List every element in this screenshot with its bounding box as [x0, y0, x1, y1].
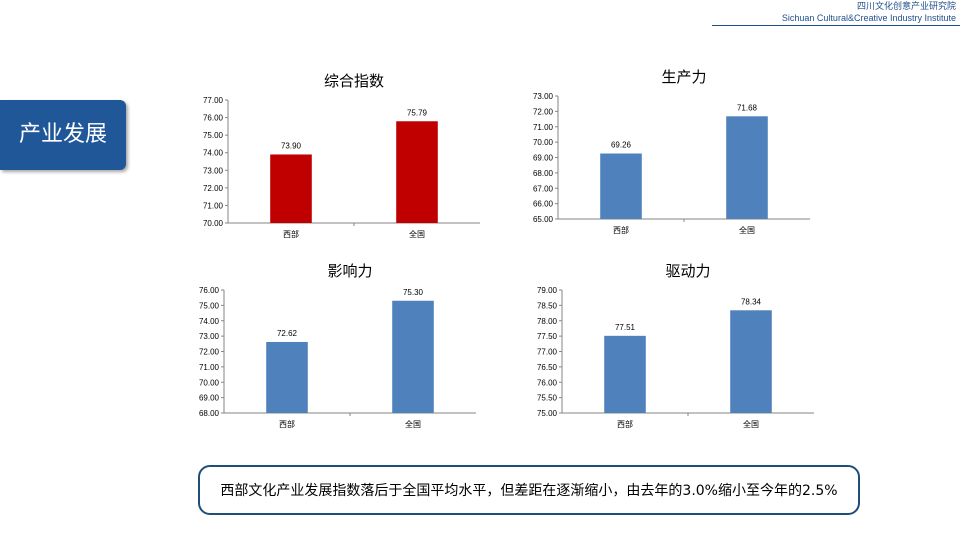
data-label: 78.34: [741, 297, 762, 306]
y-tick-label: 71.00: [199, 363, 220, 372]
x-tick-label: 全国: [739, 225, 755, 235]
bar: [600, 153, 642, 219]
data-label: 75.30: [403, 288, 424, 297]
bar: [726, 116, 768, 219]
y-tick-label: 78.00: [537, 317, 558, 326]
chart-title: 生产力: [661, 68, 706, 86]
y-tick-label: 69.00: [199, 394, 220, 403]
x-tick-label: 全国: [743, 419, 759, 429]
y-tick-label: 71.00: [533, 123, 554, 132]
y-tick-label: 74.00: [199, 317, 220, 326]
y-tick-label: 70.00: [199, 378, 220, 387]
header-divider: [712, 25, 960, 26]
chart-productivity: 生产力 65.00 66.00 67.00 68.00 69.00 70.00 71.00 72…: [520, 64, 820, 244]
data-label: 71.68: [737, 103, 758, 112]
y-tick-label: 76.00: [203, 114, 224, 123]
x-tick-label: 西部: [283, 229, 299, 239]
y-tick-label: 76.00: [199, 286, 220, 295]
data-label: 72.62: [277, 329, 298, 338]
bar: [730, 310, 772, 413]
y-tick-label: 70.00: [533, 138, 554, 147]
bar: [396, 121, 438, 223]
y-tick-label: 72.00: [533, 107, 554, 116]
y-tick-label: 73.00: [203, 166, 224, 175]
institute-name-en: Sichuan Cultural&Creative Industry Insti…: [781, 13, 956, 23]
chart-title: 影响力: [327, 262, 372, 280]
y-tick-label: 65.00: [533, 215, 554, 224]
bar: [266, 341, 308, 413]
section-title-tab: 产业发展: [0, 100, 126, 170]
summary-caption: 西部文化产业发展指数落后于全国平均水平，但差距在逐渐缩小，由去年的3.0%缩小至…: [198, 465, 860, 515]
y-tick-label: 75.00: [199, 301, 220, 310]
y-tick-label: 73.00: [533, 92, 554, 101]
y-tick-label: 75.00: [537, 409, 558, 418]
data-label: 77.51: [615, 323, 636, 332]
x-tick-label: 西部: [279, 419, 295, 429]
y-tick-label: 76.00: [537, 378, 558, 387]
chart-title: 综合指数: [324, 72, 384, 90]
institute-name-cn: 四川文化创意产业研究院: [856, 2, 956, 12]
y-tick-label: 66.00: [533, 200, 554, 209]
y-tick-label: 77.00: [203, 96, 224, 105]
chart-composite-index: 综合指数 70.00 71.00 72.00 73.00 74.00 75.00 76.00 7…: [190, 68, 490, 248]
chart-title: 驱动力: [665, 262, 710, 280]
bar: [270, 154, 312, 223]
y-tick-label: 71.00: [203, 201, 224, 210]
y-tick-label: 78.50: [537, 301, 558, 310]
y-tick-label: 69.00: [533, 154, 554, 163]
chart-influence: 影响力 68.00 69.00 70.00 71.00 72.00 73.00 74.00 75…: [186, 258, 486, 438]
x-tick-label: 全国: [409, 229, 425, 239]
chart-svg: 综合指数 70.00 71.00 72.00 73.00 74.00 75.00 76.00 7…: [203, 72, 480, 239]
y-tick-label: 68.00: [199, 409, 220, 418]
y-tick-label: 72.00: [203, 184, 224, 193]
institute-header: 四川文化创意产业研究院 Sichuan Cultural&Creative In…: [782, 2, 956, 24]
chart-driving-force: 驱动力 75.00 75.50 76.00 76.50 77.00 77.50 78.00 78…: [524, 258, 824, 438]
chart-svg: 影响力 68.00 69.00 70.00 71.00 72.00 73.00 74.00 75…: [199, 262, 476, 429]
y-tick-label: 72.00: [199, 348, 220, 357]
bar: [604, 335, 646, 413]
y-tick-label: 77.00: [537, 348, 558, 357]
y-tick-label: 67.00: [533, 184, 554, 193]
y-tick-label: 74.00: [203, 149, 224, 158]
data-label: 75.79: [407, 108, 428, 117]
x-tick-label: 西部: [613, 225, 629, 235]
y-tick-label: 79.00: [537, 286, 558, 295]
chart-svg: 驱动力 75.00 75.50 76.00 76.50 77.00 77.50 78.00 78…: [537, 262, 814, 429]
data-label: 73.90: [281, 141, 302, 150]
y-tick-label: 75.00: [203, 131, 224, 140]
y-tick-label: 68.00: [533, 169, 554, 178]
y-tick-label: 75.50: [537, 394, 558, 403]
x-tick-label: 西部: [617, 419, 633, 429]
y-tick-label: 76.50: [537, 363, 558, 372]
y-tick-label: 70.00: [203, 219, 224, 228]
y-tick-label: 77.50: [537, 332, 558, 341]
chart-svg: 生产力 65.00 66.00 67.00 68.00 69.00 70.00 71.00 72…: [533, 68, 810, 235]
y-tick-label: 73.00: [199, 332, 220, 341]
data-label: 69.26: [611, 141, 632, 150]
x-tick-label: 全国: [405, 419, 421, 429]
bar: [392, 300, 434, 413]
